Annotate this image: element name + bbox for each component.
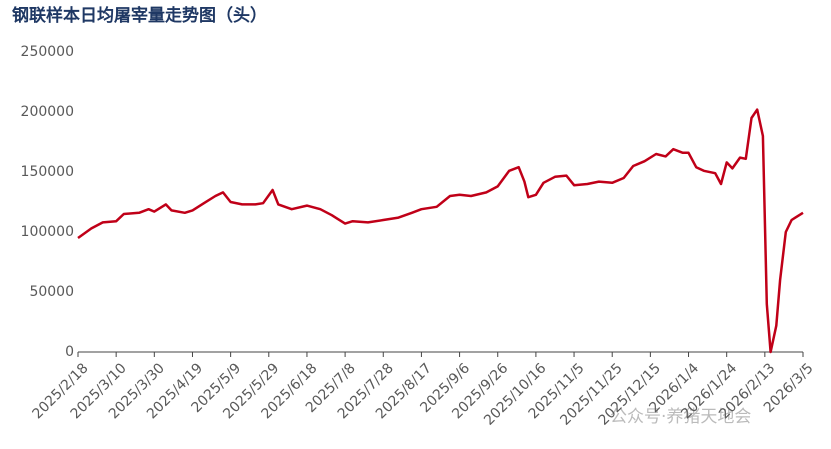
watermark: 公众号·养猪天地会 [610, 407, 751, 427]
y-tick-label: 250000 [21, 44, 74, 60]
y-tick-label: 100000 [21, 224, 74, 240]
y-tick-label: 50000 [29, 284, 74, 300]
y-tick-label: 200000 [21, 104, 74, 120]
y-tick-label: 0 [65, 344, 74, 360]
line-series [77, 108, 804, 354]
chart-title: 钢联样本日均屠宰量走势图（头） [12, 5, 267, 26]
y-tick-label: 150000 [21, 164, 74, 180]
